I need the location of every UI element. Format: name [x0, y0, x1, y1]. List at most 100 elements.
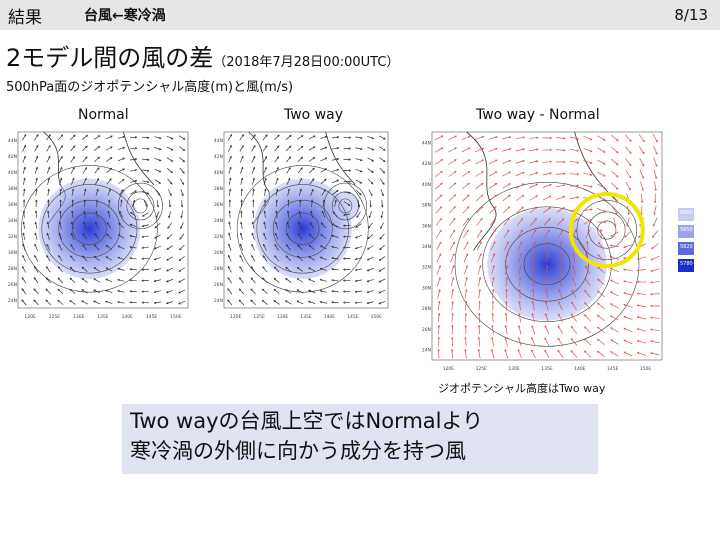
wind-arrow — [557, 338, 564, 346]
wind-arrow-head — [371, 159, 375, 162]
wind-arrow-head — [252, 166, 256, 170]
wind-arrow — [610, 245, 620, 247]
wind-arrow-head — [584, 314, 587, 317]
wind-arrow-head — [559, 252, 562, 256]
wind-arrow — [309, 178, 315, 185]
wind-arrow — [57, 277, 64, 284]
wind-arrow — [623, 304, 633, 308]
wind-arrow — [488, 136, 498, 140]
wind-arrow — [81, 278, 88, 283]
wind-arrow-head — [47, 188, 50, 191]
wind-arrow — [142, 212, 149, 217]
lat-tick-label: 40N — [214, 170, 223, 176]
wind-arrow — [570, 338, 578, 346]
wind-arrow — [435, 218, 442, 226]
wind-arrow — [502, 183, 511, 189]
wind-arrow-head — [382, 171, 386, 174]
wind-arrow-head — [141, 279, 144, 282]
wind-arrow — [528, 149, 538, 151]
wind-arrow — [356, 211, 361, 218]
wind-arrow-head — [519, 252, 522, 256]
wind-arrow — [505, 325, 508, 335]
wind-arrow-head — [623, 292, 626, 295]
wind-arrow — [559, 241, 563, 251]
wind-arrow — [478, 337, 481, 347]
wind-arrow-head — [366, 301, 369, 305]
wind-arrow-head — [623, 280, 626, 283]
wind-arrow-head — [348, 191, 352, 194]
wind-arrow-head — [522, 159, 525, 163]
wind-arrow — [227, 134, 232, 141]
wind-arrow-head — [437, 324, 441, 328]
wind-arrow-head — [560, 240, 563, 244]
lat-tick-label: 30N — [422, 285, 431, 291]
wind-arrow — [320, 178, 327, 185]
wind-arrow-head — [574, 229, 577, 232]
wind-arrow-head — [36, 134, 39, 137]
wind-arrow-head — [650, 281, 653, 284]
conclusion-callout: Two wayの台風上空ではNormalより 寒冷渦の外側に向かう成分を持つ風 — [122, 404, 598, 474]
wind-arrow-head — [23, 155, 26, 159]
wind-arrow-head — [354, 257, 358, 261]
lat-tick-label: 26N — [422, 327, 431, 333]
wind-arrow-head — [382, 159, 386, 163]
wind-arrow — [583, 172, 593, 176]
wind-arrow — [105, 267, 113, 272]
wind-arrow — [117, 290, 125, 293]
wind-arrow — [625, 181, 631, 191]
wind-arrow-head — [24, 133, 27, 137]
wind-arrow-head — [33, 277, 37, 280]
wind-arrow-head — [324, 178, 327, 182]
wind-arrow-head — [240, 199, 243, 202]
wind-arrow-head — [35, 177, 38, 181]
lat-tick-label: 28N — [214, 266, 223, 272]
wind-arrow-head — [380, 226, 383, 230]
wind-arrow-head — [583, 338, 587, 341]
wind-arrow-head — [286, 232, 289, 236]
wind-arrow-head — [60, 134, 64, 137]
wind-arrow-head — [451, 300, 454, 304]
wind-arrow-head — [228, 221, 231, 224]
wind-arrow-head — [239, 254, 242, 258]
wind-arrow — [286, 167, 291, 174]
wind-arrow — [367, 290, 374, 293]
wind-arrow-head — [180, 216, 183, 219]
wind-arrow-head — [440, 135, 444, 138]
wind-arrow-head — [264, 155, 268, 159]
wind-arrow-head — [34, 221, 37, 224]
wind-arrow — [450, 253, 455, 263]
wind-arrow-head — [117, 234, 121, 237]
wind-arrow-head — [571, 301, 574, 305]
wind-arrow-head — [570, 350, 573, 353]
wind-arrow-head — [609, 244, 613, 247]
wind-arrow-head — [85, 134, 88, 138]
wind-arrow — [167, 222, 172, 229]
wind-arrow-head — [451, 324, 454, 328]
wind-arrow-head — [35, 199, 38, 202]
lat-tick-label: 26N — [8, 282, 17, 288]
wind-arrow-head — [614, 224, 617, 228]
wind-arrow-head — [241, 155, 244, 159]
wind-arrow-head — [47, 210, 50, 213]
wind-arrow-head — [557, 337, 560, 341]
wind-arrow — [143, 200, 148, 207]
wind-arrow-head — [585, 253, 588, 256]
wind-arrow-head — [57, 299, 60, 303]
wind-arrow — [571, 277, 577, 287]
wind-arrow-head — [636, 316, 640, 319]
wind-arrow-head — [508, 194, 511, 198]
wind-arrow-head — [332, 211, 335, 214]
wind-arrow-head — [544, 349, 547, 352]
wind-arrow-head — [238, 288, 242, 291]
wind-arrow — [597, 351, 605, 357]
wind-arrow — [285, 135, 292, 140]
wind-arrow-head — [129, 268, 132, 271]
wind-arrow-head — [23, 166, 26, 170]
wind-arrow-head — [81, 278, 84, 281]
wind-arrow-head — [307, 300, 311, 303]
wind-arrow-head — [324, 157, 328, 160]
wind-arrow — [464, 289, 467, 299]
wind-arrow — [298, 222, 302, 229]
panel-label-two-way: Two way — [284, 107, 344, 123]
wind-arrow-head — [378, 269, 382, 272]
